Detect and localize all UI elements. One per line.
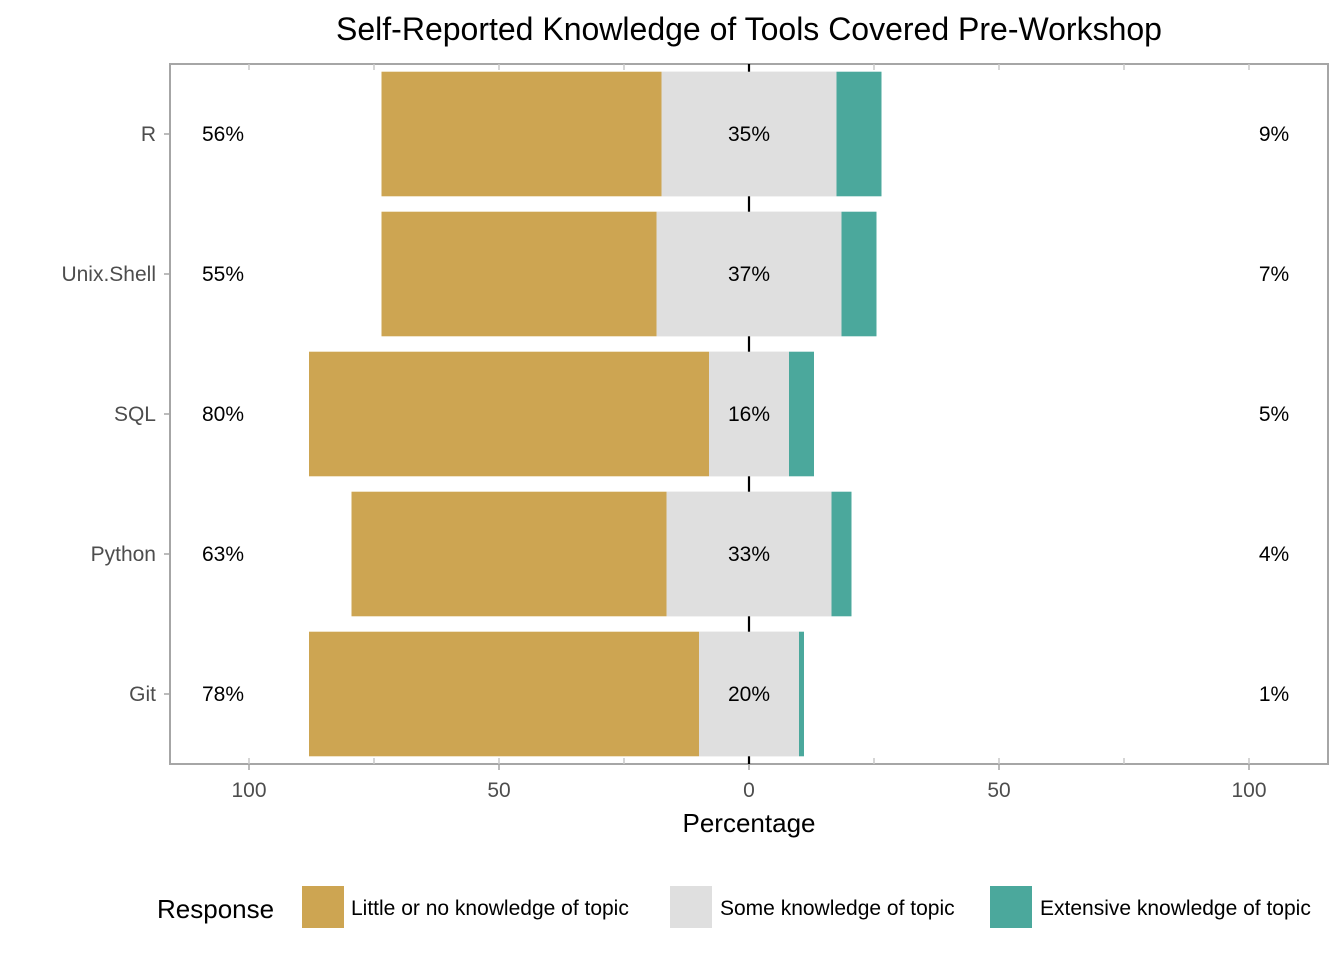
bar-little-knowledge [381, 71, 662, 197]
bar-some-knowledge-overlay [699, 631, 799, 757]
y-axis-labels: R Unix.Shell SQL Python Git [61, 123, 170, 706]
x-tick-label: 100 [1231, 779, 1266, 802]
right-percent-label: 1% [1259, 683, 1289, 706]
bar-little-knowledge [309, 631, 699, 757]
center-percent-label: 33% [728, 543, 770, 566]
x-tick-label: 50 [987, 779, 1010, 802]
bar-little-knowledge [309, 351, 709, 477]
plot-area: 56% 35% 9% 55% 37% 7% 80% 16% 5% 63% 33% 4% 78% 20% 1% [169, 63, 1329, 765]
center-percent-label: 20% [728, 683, 770, 706]
category-label: R [141, 123, 156, 146]
right-percent-label: 4% [1259, 543, 1289, 566]
left-percent-label: 55% [202, 263, 244, 286]
bar-some-knowledge-overlay [709, 351, 789, 477]
left-percent-label: 78% [202, 683, 244, 706]
center-percent-label: 35% [728, 123, 770, 146]
center-percent-label: 16% [728, 403, 770, 426]
bar-extensive-knowledge [799, 631, 804, 757]
x-tick-label: 0 [743, 779, 755, 802]
category-label: Git [129, 683, 156, 706]
center-percent-label: 37% [728, 263, 770, 286]
legend-key [302, 886, 344, 928]
legend-label: Some knowledge of topic [720, 897, 955, 920]
right-percent-label: 5% [1259, 403, 1289, 426]
bar-some-knowledge-overlay [661, 71, 837, 197]
right-percent-label: 7% [1259, 263, 1289, 286]
legend-key [670, 886, 712, 928]
legend: Response Little or no knowledge of topic… [157, 886, 1311, 928]
category-label: Unix.Shell [61, 263, 156, 286]
category-label: Python [91, 543, 156, 566]
legend-label: Extensive knowledge of topic [1040, 897, 1311, 920]
x-tick-label: 100 [231, 779, 266, 802]
bar-some-knowledge-overlay [666, 491, 832, 617]
bar-extensive-knowledge [789, 351, 814, 477]
left-percent-label: 80% [202, 403, 244, 426]
legend-label: Little or no knowledge of topic [351, 897, 629, 920]
x-tick-label: 50 [487, 779, 510, 802]
legend-title: Response [157, 894, 274, 924]
bar-little-knowledge [381, 211, 657, 337]
left-percent-label: 63% [202, 543, 244, 566]
bar-extensive-knowledge [841, 211, 877, 337]
category-label: SQL [114, 403, 156, 426]
chart-title: Self-Reported Knowledge of Tools Covered… [336, 11, 1162, 47]
bar-little-knowledge [351, 491, 667, 617]
bar-extensive-knowledge [836, 71, 882, 197]
x-axis-title: Percentage [683, 808, 816, 838]
left-percent-label: 56% [202, 123, 244, 146]
bar-extensive-knowledge [831, 491, 852, 617]
right-percent-label: 9% [1259, 123, 1289, 146]
legend-key [990, 886, 1032, 928]
bar-some-knowledge-overlay [656, 211, 842, 337]
x-axis-labels: 100 50 0 50 100 [231, 764, 1267, 802]
